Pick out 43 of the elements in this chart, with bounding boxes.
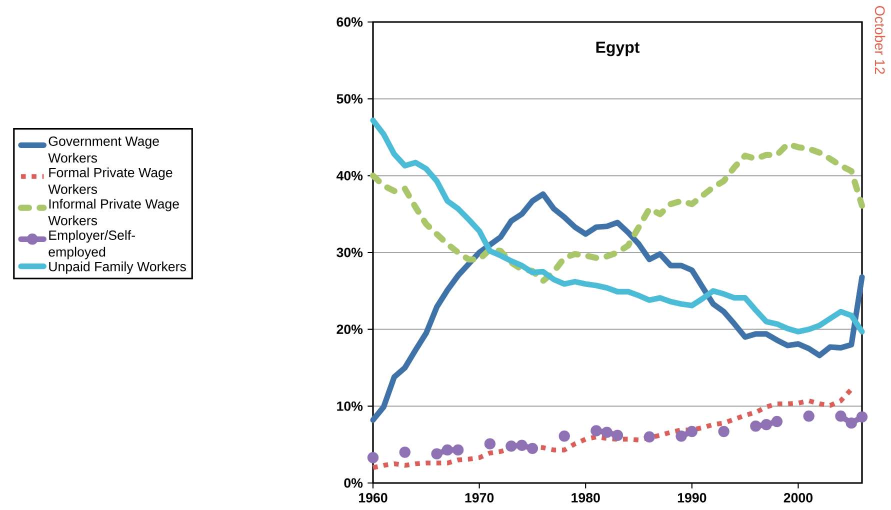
point <box>431 448 442 460</box>
x-tick-label: 1980 <box>572 493 600 502</box>
point <box>558 430 570 442</box>
y-tick-label: 60% <box>336 17 363 27</box>
point <box>526 442 538 454</box>
point <box>750 420 762 432</box>
legend-label: Government Wage Workers <box>48 136 159 163</box>
point <box>676 430 687 442</box>
point <box>399 446 410 458</box>
point <box>590 425 602 436</box>
y-tick-label: 20% <box>336 324 363 334</box>
point <box>601 426 612 438</box>
y-tick-label: 50% <box>336 94 363 104</box>
text: Egypt <box>596 42 640 56</box>
point <box>835 410 846 422</box>
point <box>686 426 698 438</box>
legend-label: Formal Private Wage Workers <box>48 168 172 194</box>
y-tick-label: 30% <box>336 248 363 258</box>
y-tick-label: 40% <box>336 170 363 180</box>
x-tick-label: 2000 <box>784 493 813 502</box>
y-tick-label: 10% <box>337 401 363 411</box>
point <box>442 444 454 456</box>
text: October 12 <box>874 6 886 74</box>
point <box>367 452 379 464</box>
point <box>612 430 624 441</box>
point <box>771 416 783 428</box>
point <box>644 431 655 442</box>
x-tick-label: 1990 <box>678 493 706 502</box>
point <box>452 444 464 456</box>
point <box>718 426 730 438</box>
legend-label: Unpaid Family Workers <box>49 262 186 274</box>
point <box>760 419 772 430</box>
x-tick-label: 1970 <box>465 493 494 502</box>
point <box>506 440 517 452</box>
x-tick-label: 1960 <box>359 493 388 502</box>
point <box>803 410 814 422</box>
point <box>856 411 868 423</box>
legend-label: Employer/Self-employed <box>48 230 135 260</box>
point <box>516 440 528 451</box>
legend-label: Informal Private Wage Workers <box>48 198 179 226</box>
point <box>846 417 857 429</box>
y-tick-label: 0% <box>344 478 363 488</box>
point <box>484 438 496 450</box>
